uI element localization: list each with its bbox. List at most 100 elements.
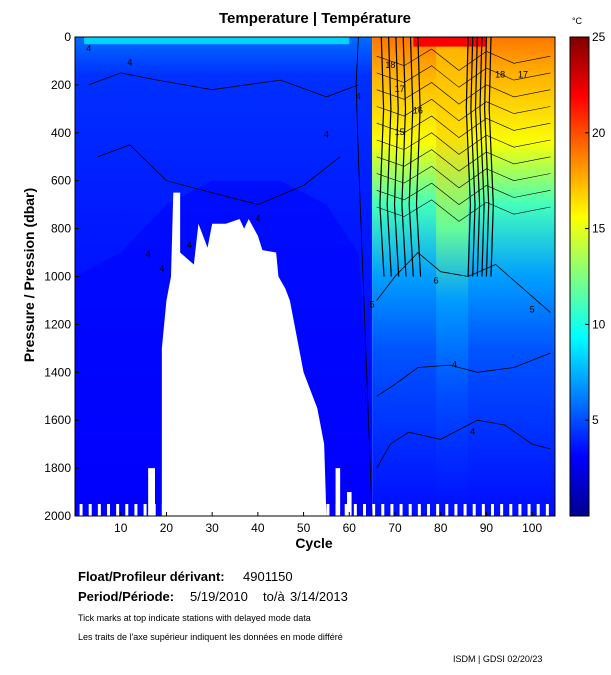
x-tick-label: 70: [388, 521, 402, 535]
bottom-data-gap: [390, 504, 394, 516]
x-tick-label: 60: [343, 521, 357, 535]
bottom-data-gap: [171, 504, 174, 516]
contour-line: [474, 36, 481, 277]
x-tick-label: 10: [114, 521, 128, 535]
note-french: Les traits de l'axe supérieur indiquent …: [78, 632, 343, 642]
y-tick-label: 1800: [44, 461, 71, 475]
bottom-data-gap: [344, 504, 348, 516]
bottom-data-gap: [454, 504, 458, 516]
contour-label: 5: [530, 304, 535, 314]
contour-line: [379, 36, 385, 277]
bottom-data-gap: [472, 504, 476, 516]
contour-line: [376, 352, 551, 397]
contour-line: [465, 36, 472, 277]
y-tick-label: 2000: [44, 509, 71, 523]
bottom-data-gap: [536, 504, 540, 516]
contour-line: [376, 182, 551, 205]
bottom-data-gap: [363, 504, 366, 516]
contour-label: 4: [86, 43, 91, 53]
float-id: 4901150: [243, 569, 293, 584]
y-tick-label: 800: [51, 222, 71, 236]
bottom-data-gap: [518, 504, 522, 516]
colorbar: 5 10 15 20 25: [569, 30, 606, 517]
contour-label: 4: [159, 264, 164, 274]
bottom-data-gap: [88, 504, 92, 516]
surface-hot-patch: [413, 37, 487, 47]
contour-label: 4: [324, 130, 329, 140]
contour-line: [376, 165, 551, 189]
contour-label: 4: [470, 427, 475, 437]
contour-line: [393, 36, 400, 277]
bottom-data-gap: [381, 504, 385, 516]
x-tick-label: 100: [522, 521, 542, 535]
bottom-data-gap: [417, 504, 421, 516]
bottom-data-gap: [335, 504, 339, 516]
no-data-gap: [161, 192, 327, 517]
colorbar-tick-label: 25: [592, 30, 606, 44]
bottom-data-gap: [326, 504, 330, 516]
y-tick-label: 1200: [44, 317, 71, 331]
chart-title: Temperature | Température: [219, 10, 411, 27]
contour-line: [376, 98, 551, 122]
bottom-data-gap: [216, 504, 220, 516]
contour-line: [470, 36, 476, 277]
bottom-data-gap: [353, 504, 357, 516]
contour-line: [88, 72, 359, 98]
bottom-data-gap: [427, 504, 430, 516]
period-label: Period/Période:: [78, 589, 175, 604]
x-tick-label: 80: [434, 521, 448, 535]
no-data-gap: [347, 492, 352, 516]
bottom-data-gap: [308, 504, 312, 516]
colorbar-gradient: [569, 36, 590, 517]
bottom-data-gap: [399, 504, 403, 516]
bottom-data-gap: [161, 504, 165, 516]
y-tick-label: 0: [64, 30, 71, 44]
bottom-data-gap: [198, 504, 202, 516]
contour-line: [479, 36, 485, 277]
bottom-data-gap: [235, 504, 238, 516]
contour-label: 15: [395, 127, 405, 137]
bottom-data-gap: [143, 504, 147, 516]
x-tick-label: 20: [160, 521, 174, 535]
contour-line: [386, 36, 392, 277]
period-end: 3/14/2013: [290, 589, 348, 604]
bottom-data-gap: [545, 504, 549, 516]
bottom-data-gap: [97, 504, 101, 516]
x-tick-label: 90: [480, 521, 494, 535]
bottom-data-gap: [125, 504, 129, 516]
note-english: Tick marks at top indicate stations with…: [78, 613, 311, 623]
x-axis-label: Cycle: [295, 535, 333, 551]
contour-label: 6: [434, 276, 439, 286]
bottom-data-gap: [262, 504, 266, 516]
contour-label: 17: [395, 84, 405, 94]
colorbar-tick-label: 15: [592, 222, 606, 236]
contour-line: [483, 36, 490, 277]
contour-label: 17: [518, 70, 528, 80]
contour-line: [376, 419, 551, 469]
bottom-data-gap: [116, 504, 120, 516]
contour-label: 4: [356, 91, 361, 101]
colorbar-tick-label: 10: [592, 317, 606, 331]
contour-line: [376, 82, 551, 105]
contour-line: [97, 144, 341, 206]
contour-line: [376, 199, 551, 222]
period-start: 5/19/2010: [190, 589, 248, 604]
bottom-data-gap: [299, 504, 302, 516]
x-tick-label: 40: [251, 521, 265, 535]
bottom-data-gap: [408, 504, 412, 516]
contour-label: 4: [452, 360, 457, 370]
contour-line: [355, 36, 373, 517]
bottom-data-gap: [436, 504, 440, 516]
y-axis-label: Pressure / Pression (dbar): [21, 188, 37, 362]
surface-warm-patch: [84, 37, 350, 45]
bottom-data-gap: [79, 504, 83, 516]
bottom-data-gap: [271, 504, 275, 516]
y-tick-label: 600: [51, 174, 71, 188]
colorbar-tick-label: 5: [592, 413, 599, 427]
y-tick-label: 1000: [44, 270, 71, 284]
bottom-data-gap: [152, 504, 156, 516]
bottom-data-gap: [107, 504, 110, 516]
bottom-data-gap: [445, 504, 449, 516]
